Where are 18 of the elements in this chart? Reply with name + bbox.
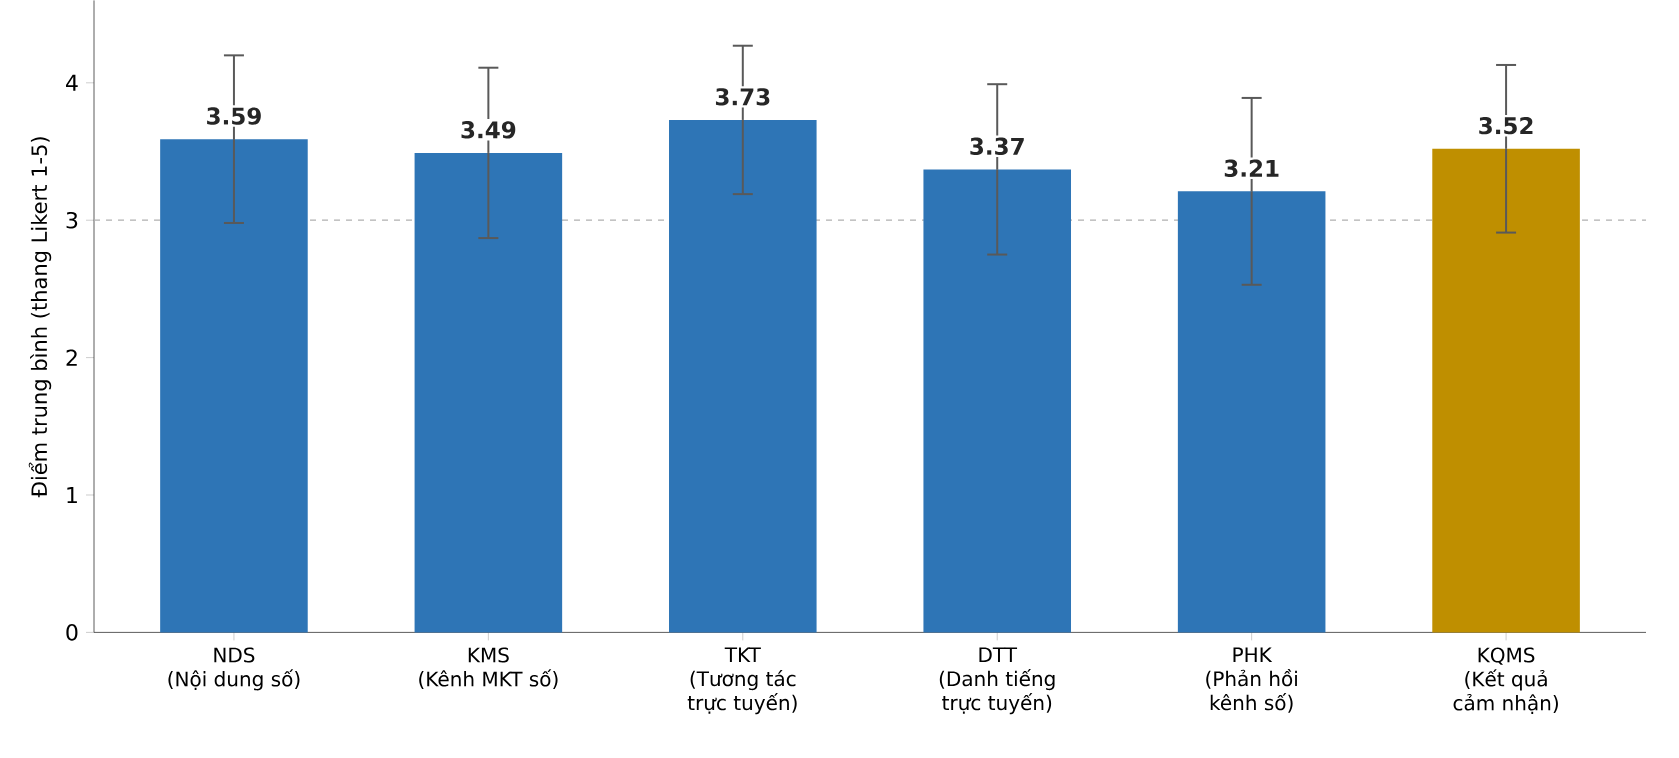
x-tick-label: PHK (Phản hồi kênh số) [1206,647,1297,713]
x-tick-label: KMS (Kênh MKT số) [419,647,558,689]
data-label: 3.59 [207,107,261,125]
data-label: 3.52 [1479,116,1533,135]
data-label: 3.37 [970,137,1024,155]
y-tick-label: 4 [66,74,78,91]
data-label: 3.49 [461,120,516,139]
y-tick-label: 1 [67,486,77,503]
x-tick-label: NDS (Nội dung số) [168,647,300,691]
x-tick-label: TKT (Tương tác trực tuyến) [687,647,797,715]
y-tick-label: 2 [66,349,77,366]
data-label: 3.21 [1224,159,1279,177]
x-tick-label: DTT (Danh tiếng trực tuyến) [939,647,1055,715]
x-tick-label: KQMS (Kết quả cảm nhận) [1453,647,1558,714]
y-axis-title: Điểm trung bình (thang Likert 1-5) [28,137,52,498]
data-label: 3.73 [715,87,770,106]
y-tick-label: 0 [66,623,78,641]
y-tick-label: 3 [66,211,78,229]
